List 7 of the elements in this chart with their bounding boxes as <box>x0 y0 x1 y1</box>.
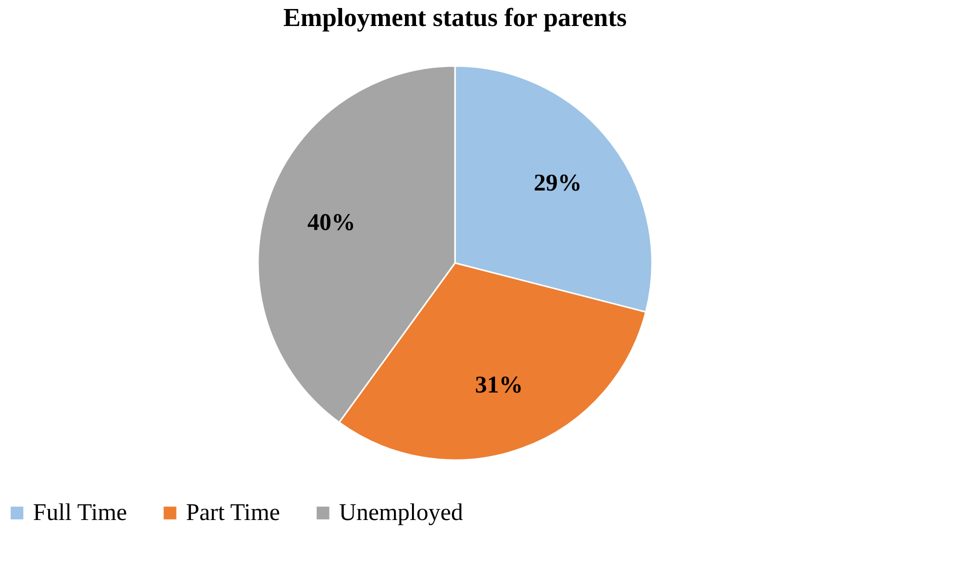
data-label: 29% <box>534 170 582 196</box>
data-label: 40% <box>307 210 356 236</box>
data-label: 31% <box>475 372 524 398</box>
legend-label: Part Time <box>186 500 280 526</box>
legend-label: Full Time <box>33 500 128 526</box>
legend-label: Unemployed <box>339 500 463 526</box>
chart-title: Employment status for parents <box>283 3 627 32</box>
